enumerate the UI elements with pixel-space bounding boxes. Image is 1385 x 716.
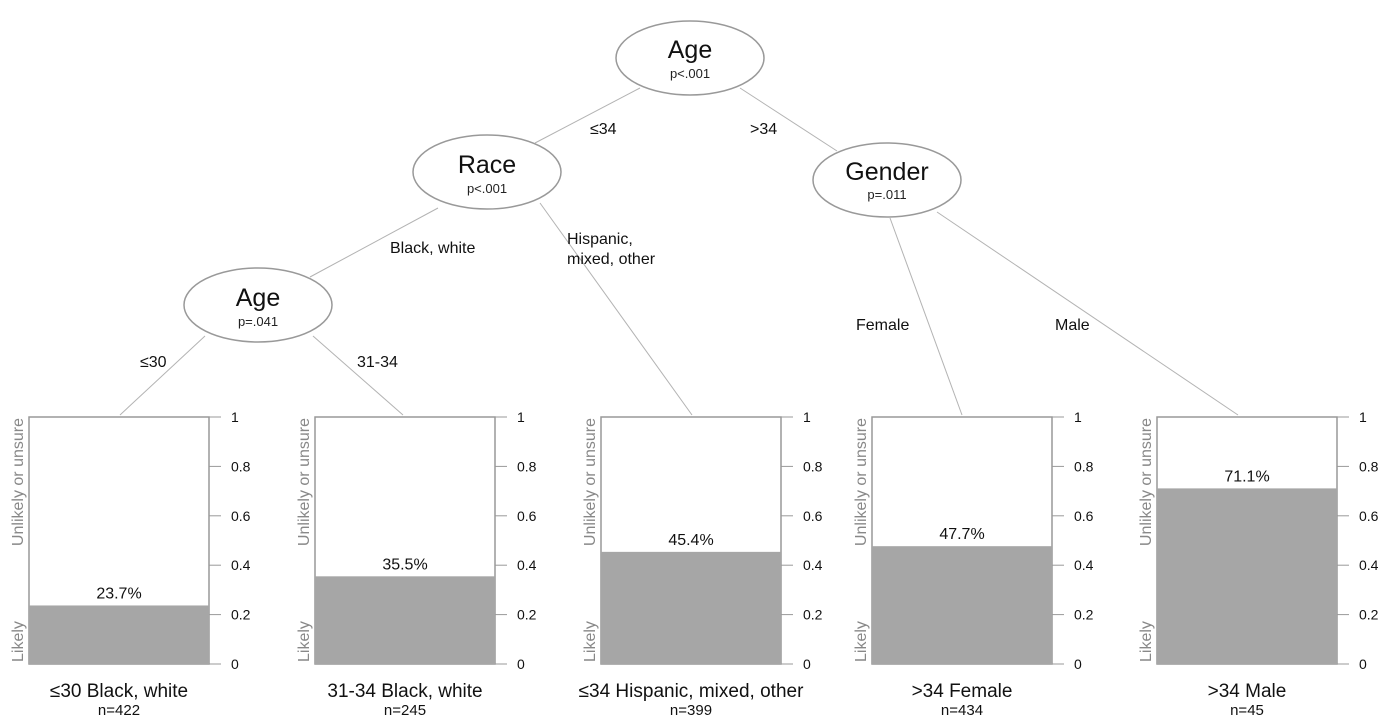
axis-tick-label: 0.6: [1359, 508, 1379, 524]
leaf-percent-label: 35.5%: [382, 556, 427, 573]
edge-age2-leaf2: [312, 335, 404, 416]
axis-tick-label: 0.4: [231, 557, 251, 573]
leaf-panels: 23.7% 0 0.2 0.4 0.6 0.8 1 Likely Unlikely or uns…: [10, 409, 1379, 716]
axis-tick-label: 0.8: [803, 458, 823, 474]
node-root: Age p<.001: [615, 20, 765, 96]
axis-tick-label: 0.8: [231, 458, 251, 474]
leaf-panel-3: 45.4% 0 0.2 0.4 0.6 0.8 1 Likely Unlikely or uns…: [579, 409, 823, 716]
leaf-panel-5: 71.1% 0 0.2 0.4 0.6 0.8 1 Likely Unlikely or uns…: [1138, 409, 1379, 716]
node-root-p: p<.001: [670, 66, 710, 81]
edge-label-le34: ≤34: [590, 121, 617, 138]
edge-label-31-34: 31-34: [357, 354, 398, 371]
edge-root-race: [534, 87, 641, 144]
axis-tick-label: 0.6: [803, 508, 823, 524]
axis-tick-label: 0.2: [1359, 607, 1379, 623]
edge-label-black-white: Black, white: [390, 240, 475, 257]
edge-race-leaf3: [539, 202, 693, 416]
leaf-name: ≤34 Hispanic, mixed, other: [579, 681, 804, 702]
likely-label: Likely: [1138, 621, 1155, 662]
leaf-bar: [29, 605, 209, 664]
axis-tick-label: 0.8: [517, 458, 537, 474]
leaf-percent-label: 71.1%: [1224, 468, 1269, 485]
axis-tick-label: 0: [231, 656, 239, 672]
leaf-bar: [1157, 488, 1337, 664]
likely-label: Likely: [296, 621, 313, 662]
leaf-bar: [872, 546, 1052, 664]
leaf-count: n=422: [98, 702, 140, 716]
axis-tick-label: 0.6: [231, 508, 251, 524]
axis-tick-label: 0: [803, 656, 811, 672]
axis-tick-label: 0.6: [517, 508, 537, 524]
leaf-count: n=434: [941, 702, 983, 716]
axis-tick-label: 0.4: [803, 557, 823, 573]
axis-tick-label: 0: [1074, 656, 1082, 672]
axis-tick-label: 0.2: [1074, 607, 1094, 623]
likely-label: Likely: [10, 621, 27, 662]
node-age2: Age p=.041: [183, 267, 333, 343]
axis-tick-label: 0.2: [803, 607, 823, 623]
edge-root-gender: [739, 87, 838, 152]
leaf-name: ≤30 Black, white: [50, 681, 188, 702]
leaf-bar: [315, 576, 495, 664]
axis-tick-label: 0.8: [1074, 458, 1094, 474]
node-age2-p: p=.041: [238, 314, 278, 329]
axis-tick-label: 0.2: [231, 607, 251, 623]
unlikely-label: Unlikely or unsure: [853, 418, 870, 546]
axis-tick-label: 1: [231, 409, 239, 425]
axis-tick-label: 0.4: [1074, 557, 1094, 573]
axis-tick-label: 1: [1359, 409, 1367, 425]
node-gender-p: p=.011: [867, 187, 906, 202]
unlikely-label: Unlikely or unsure: [10, 418, 27, 546]
axis-tick-label: 0.4: [517, 557, 537, 573]
edge-label-male: Male: [1055, 317, 1090, 334]
edge-gender-leaf4: [889, 217, 963, 416]
leaf-name: 31-34 Black, white: [327, 681, 482, 702]
edge-label-female: Female: [856, 317, 909, 334]
axis-tick-label: 0: [1359, 656, 1367, 672]
leaf-bar: [601, 551, 781, 664]
leaf-panel-4: 47.7% 0 0.2 0.4 0.6 0.8 1 Likely Unlikely or uns…: [853, 409, 1094, 716]
leaf-name: >34 Male: [1208, 681, 1287, 702]
axis-tick-label: 0.2: [517, 607, 537, 623]
node-age2-title: Age: [236, 284, 280, 312]
node-race-title: Race: [458, 151, 516, 179]
leaf-percent-label: 23.7%: [96, 585, 141, 602]
unlikely-label: Unlikely or unsure: [1138, 418, 1155, 546]
leaf-name: >34 Female: [912, 681, 1013, 702]
likely-label: Likely: [853, 621, 870, 662]
edge-gender-leaf5: [936, 211, 1239, 416]
axis-tick-label: 0.8: [1359, 458, 1379, 474]
leaf-percent-label: 47.7%: [939, 526, 984, 543]
leaf-percent-label: 45.4%: [668, 532, 713, 549]
tree-edges: [119, 87, 1239, 416]
axis-tick-label: 1: [803, 409, 811, 425]
node-race-p: p<.001: [467, 181, 507, 196]
likely-label: Likely: [582, 621, 599, 662]
leaf-count: n=399: [670, 702, 712, 716]
leaf-panel-2: 35.5% 0 0.2 0.4 0.6 0.8 1 Likely Unlikely or uns…: [296, 409, 537, 716]
node-gender: Gender p=.011: [812, 142, 962, 218]
edge-age2-leaf1: [119, 335, 206, 416]
leaf-count: n=45: [1230, 702, 1264, 716]
leaf-panel-1: 23.7% 0 0.2 0.4 0.6 0.8 1 Likely Unlikely or uns…: [10, 409, 251, 716]
unlikely-label: Unlikely or unsure: [296, 418, 313, 546]
edge-label-hispanic-2: mixed, other: [567, 251, 656, 268]
node-root-title: Age: [668, 36, 712, 64]
axis-tick-label: 0: [517, 656, 525, 672]
axis-tick-label: 0.6: [1074, 508, 1094, 524]
axis-tick-label: 1: [1074, 409, 1082, 425]
axis-tick-label: 0.4: [1359, 557, 1379, 573]
edge-label-le30: ≤30: [140, 354, 167, 371]
node-gender-title: Gender: [845, 158, 928, 186]
leaf-count: n=245: [384, 702, 426, 716]
unlikely-label: Unlikely or unsure: [582, 418, 599, 546]
edge-label-gt34: >34: [750, 121, 777, 138]
node-race: Race p<.001: [412, 134, 562, 210]
axis-tick-label: 1: [517, 409, 525, 425]
edge-label-hispanic-1: Hispanic,: [567, 231, 633, 248]
edge-race-age2: [309, 207, 439, 278]
